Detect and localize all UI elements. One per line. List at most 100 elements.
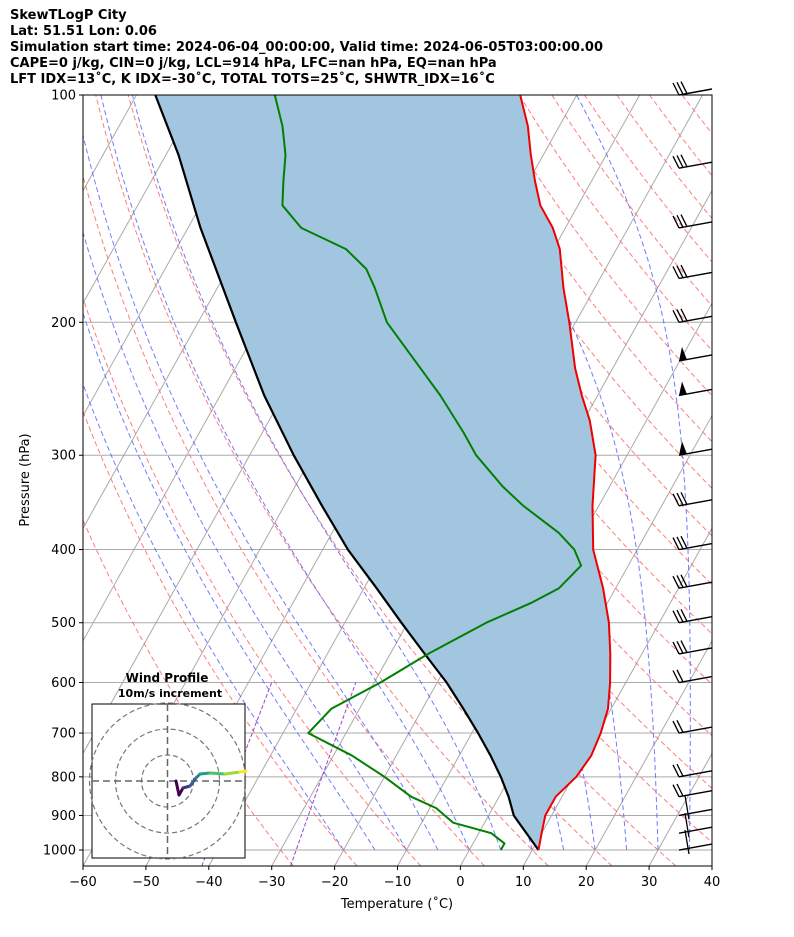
wind-barb-staff [678,790,713,798]
wind-barb [672,640,713,655]
isotherm-line [648,752,712,866]
wind-barb [672,763,713,778]
wind-barb-flag [672,720,680,734]
wind-barb-flag [672,610,680,624]
wind-profile-subtitle: 10m/s increment [118,687,222,700]
y-tick-label: 400 [51,543,76,558]
dry-adiabat-line [83,174,485,866]
wind-barb [672,574,713,589]
wind-barb-flag [676,720,684,733]
wind-barb-staff [678,647,713,655]
wind-barb [672,264,713,280]
hodograph-segment [188,776,198,788]
dry-adiabat-line [649,95,712,177]
wind-barb-staff [678,826,713,834]
moist-adiabat-line [100,95,470,851]
wind-barb-flag [676,763,684,777]
x-tick-label: −20 [321,875,348,890]
wind-barb-flag [672,309,680,323]
moist-adiabat-line [83,133,439,851]
wind-profile-inset [88,702,248,860]
x-tick-label: −60 [69,875,96,890]
moist-adiabat-line [576,95,691,850]
isotherm-line [0,95,74,866]
wind-barb-staff [678,315,713,323]
wind-barb-flag [672,784,680,798]
index-info-label: LFT IDX=13˚C, K IDX=-30˚C, TOTAL TOTS=25… [10,72,495,87]
wind-barb-flag [676,309,684,322]
dry-adiabat-line [681,95,712,135]
wind-barb-flag [672,764,680,778]
mixing-ratio-line [290,682,357,866]
x-axis-label: Temperature (˚C) [340,896,453,912]
wind-barb-flag [680,214,688,227]
profile-lines [154,95,612,851]
wind-barb-pennant [679,441,687,456]
wind-barb-flag [680,154,688,168]
isotherm-line [585,639,712,866]
wind-profile-title: Wind Profile [126,671,209,685]
y-tick-label: 100 [51,89,76,104]
wind-barb-flag [676,155,684,168]
hodograph-segment [223,770,242,776]
hodograph-segment [198,771,212,776]
chart-title: SkewTLogP City [10,8,127,23]
cape-shaded-area [155,95,611,850]
dry-adiabat-line [95,95,549,866]
inset-ring [88,702,247,860]
wind-barb-pennant [679,381,687,396]
wind-barb [672,492,713,507]
x-tick-label: 10 [515,875,532,890]
wind-barb-staff [678,675,713,684]
isotherm-line [83,95,200,305]
isotherm-line [397,302,712,866]
wind-barb-flag [680,574,688,588]
y-tick-label: 900 [51,809,76,824]
wind-barb [678,795,713,820]
wind-barb-flag [672,155,680,169]
wind-barb [672,154,713,169]
wind-barb-flag [680,81,688,94]
moist-adiabat-line [83,382,344,851]
y-tick-label: 1000 [43,844,76,859]
wind-barb-flag [672,493,680,507]
wind-barb-flag [672,215,680,229]
y-tick-label: 300 [51,449,76,464]
dry-adiabat-line [715,95,794,866]
dry-adiabat-line [83,296,422,866]
parcel-profile-line [154,95,540,851]
isotherm-line [83,95,263,417]
wind-barb-flag [676,265,684,279]
wind-barb [672,783,713,798]
y-tick-label: 800 [51,770,76,785]
moist-adiabat-line [131,95,502,851]
wind-barb-staff [678,271,713,280]
hodograph-segment [174,779,181,797]
wind-barb-flag [672,670,680,683]
wind-barb-flag [684,829,690,855]
dry-adiabat-line [583,95,712,263]
wind-barbs [672,81,713,855]
wind-barb-staff [678,499,713,507]
wind-barb [672,535,713,551]
y-tick-label: 500 [51,616,76,631]
y-axis-label: Pressure (hPa) [18,433,33,526]
y-tick-label: 200 [51,316,76,331]
wind-barb [672,308,713,323]
wind-barb-staff [678,808,713,817]
wind-barb-staff [678,770,713,778]
moist-adiabat-line [83,311,376,851]
wind-barb [678,346,713,362]
dry-adiabat-line [192,95,712,843]
wind-barb [678,813,713,838]
y-tick-label: 700 [51,727,76,742]
isotherm-line [711,864,712,866]
moist-adiabat-line [711,95,712,96]
wind-barb-flag [684,795,690,820]
isotherm-line [0,95,11,866]
wind-barb-flag [680,609,688,622]
hodograph-segment [208,771,227,776]
wind-barb-flag [676,575,684,588]
wind-barb [672,669,713,684]
wind-barb-flag [676,82,684,95]
